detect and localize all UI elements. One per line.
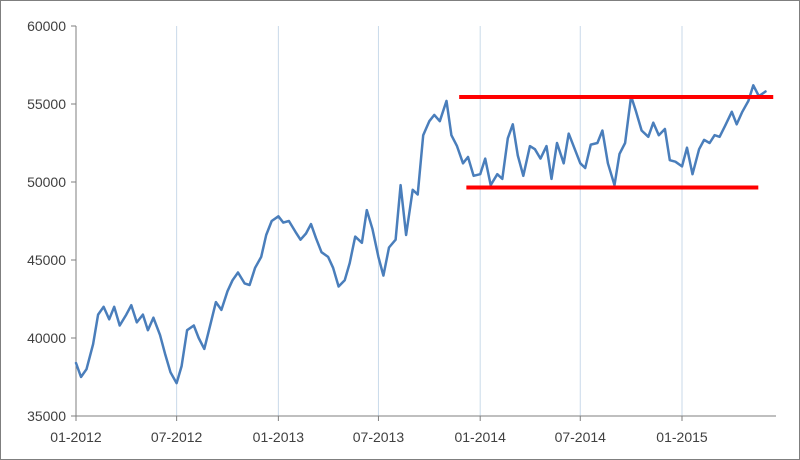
x-tick-label: 01-2015 (656, 429, 708, 445)
axes (71, 25, 776, 421)
x-tick-labels: 01-2012 07-2012 01-2013 07-2013 01-2014 07-20… (50, 429, 708, 445)
y-tick-label: 55000 (27, 96, 66, 112)
y-tick-label: 35000 (27, 408, 66, 424)
x-tick-label: 07-2014 (555, 429, 607, 445)
x-tick-label: 01-2013 (253, 429, 305, 445)
price-series-line (74, 84, 767, 385)
x-tick-label: 01-2012 (50, 429, 102, 445)
vertical-gridlines (176, 26, 683, 416)
y-tick-label: 50000 (27, 174, 66, 190)
trend-lines (459, 94, 774, 190)
y-tick-label: 40000 (27, 330, 66, 346)
y-tick-label: 45000 (27, 252, 66, 268)
x-tick-label: 07-2013 (353, 429, 405, 445)
x-tick-label: 01-2014 (454, 429, 506, 445)
y-tick-labels: 35000 40000 45000 50000 55000 60000 (27, 18, 66, 424)
y-tick-label: 60000 (27, 18, 66, 34)
series-layer (74, 84, 767, 385)
x-tick-label: 07-2012 (151, 429, 203, 445)
